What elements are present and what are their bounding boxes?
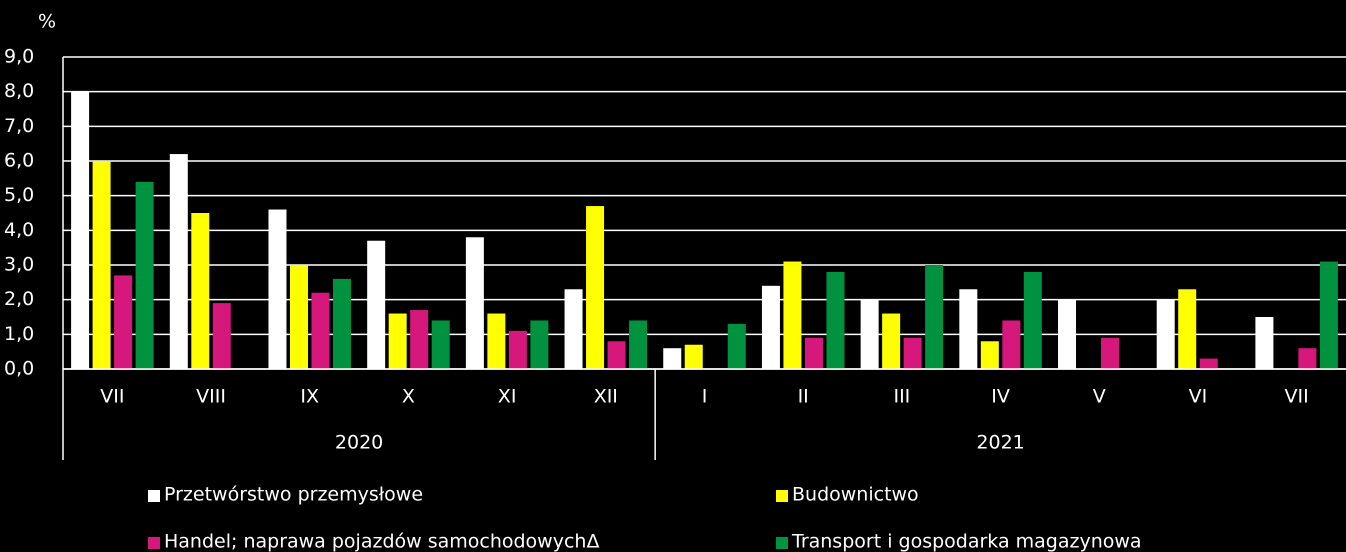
- x-tick-label: IX: [300, 386, 319, 408]
- x-tick-label: VII: [100, 386, 124, 408]
- bar: [607, 341, 626, 369]
- bar: [135, 181, 154, 369]
- bar: [1319, 261, 1338, 369]
- bar: [311, 292, 330, 369]
- bar: [1298, 348, 1317, 369]
- bar: [1178, 289, 1197, 369]
- bar: [410, 310, 429, 369]
- y-tick-label: 9,0: [4, 46, 34, 68]
- bar: [1023, 271, 1042, 369]
- bar: [783, 261, 802, 369]
- x-tick-label: VII: [1285, 386, 1309, 408]
- x-tick-label: IV: [991, 386, 1010, 408]
- bar: [980, 341, 999, 369]
- y-tick-label: 7,0: [4, 115, 34, 137]
- y-tick-label: 0,0: [4, 358, 34, 380]
- y-tick-label: 6,0: [4, 150, 34, 172]
- bar: [332, 278, 351, 369]
- legend-swatch: [776, 490, 788, 502]
- x-tick-label: VIII: [196, 386, 226, 408]
- bar: [804, 337, 823, 369]
- legend-label: Przetwórstwo przemysłowe: [164, 484, 423, 506]
- y-tick-label: 4,0: [4, 219, 34, 241]
- bar: [959, 289, 978, 369]
- bar: [431, 320, 450, 369]
- x-tick-label: III: [893, 386, 910, 408]
- bar: [530, 320, 549, 369]
- bar: [289, 265, 308, 369]
- x-tick-label: V: [1093, 386, 1106, 408]
- bar: [367, 240, 386, 369]
- x-tick-label: XII: [594, 386, 618, 408]
- legend-label: Budownictwo: [792, 484, 919, 506]
- x-tick-label: XI: [498, 386, 517, 408]
- bar: [629, 320, 648, 369]
- bar: [487, 313, 506, 369]
- bar: [1002, 320, 1021, 369]
- bar: [564, 289, 583, 369]
- bar: [465, 237, 484, 369]
- bar: [761, 285, 780, 369]
- legend-swatch: [776, 537, 788, 549]
- x-tick-label: I: [702, 386, 708, 408]
- bar: [191, 213, 210, 369]
- bar: [882, 313, 901, 369]
- x-tick-label: VI: [1189, 386, 1208, 408]
- y-tick-label: 8,0: [4, 80, 34, 102]
- x-tick-label: II: [798, 386, 809, 408]
- legend-swatch: [148, 490, 160, 502]
- y-tick-label: 5,0: [4, 184, 34, 206]
- group-label: 2020: [335, 432, 383, 454]
- bar: [114, 275, 133, 369]
- bar: [727, 323, 746, 369]
- bar: [1101, 337, 1120, 369]
- bar: [212, 303, 231, 369]
- bar: [860, 299, 879, 369]
- bar: [1255, 317, 1274, 369]
- bar: [684, 344, 703, 369]
- bar: [663, 348, 682, 369]
- bar: [92, 161, 111, 369]
- bar: [268, 209, 287, 369]
- y-axis-label: %: [38, 11, 56, 33]
- y-tick-label: 3,0: [4, 254, 34, 276]
- bar: [388, 313, 407, 369]
- x-tick-label: X: [402, 386, 415, 408]
- bar: [1156, 299, 1175, 369]
- legend-label: Handel; naprawa pojazdów samochodowychΔ: [164, 531, 599, 552]
- bar: [1058, 299, 1077, 369]
- legend-swatch: [148, 537, 160, 549]
- y-tick-label: 1,0: [4, 323, 34, 345]
- y-tick-label: 2,0: [4, 288, 34, 310]
- bar: [586, 206, 605, 369]
- legend-label: Transport i gospodarka magazynowa: [791, 531, 1142, 552]
- bar: [169, 154, 188, 369]
- bar: [1199, 358, 1218, 369]
- bar: [903, 337, 922, 369]
- group-label: 2021: [976, 432, 1024, 454]
- bar: [71, 91, 90, 370]
- bar: [925, 265, 944, 369]
- bar: [826, 271, 845, 369]
- bar: [508, 330, 527, 369]
